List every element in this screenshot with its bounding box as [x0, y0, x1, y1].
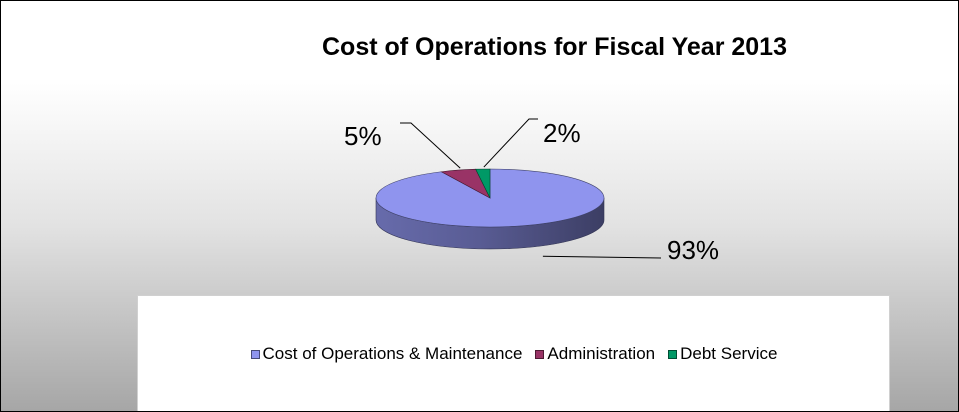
leader-line-maintenance [542, 255, 662, 259]
pie-slices [375, 168, 605, 250]
leader-lines [400, 118, 662, 259]
legend-entry-administration: Administration [535, 344, 655, 364]
legend-swatch-debt-service [668, 349, 678, 359]
leader-line-debt-service [483, 118, 538, 168]
data-label-administration: 5% [344, 121, 382, 151]
legend-label-maintenance: Cost of Operations & Maintenance [262, 344, 523, 363]
legend-label-administration: Administration [547, 344, 656, 363]
legend-entry-debt-service: Debt Service [668, 344, 777, 364]
pie-slice-debt-service [475, 168, 491, 199]
legend-swatch-maintenance [250, 349, 260, 359]
leader-line-administration [400, 122, 461, 169]
legend: Cost of Operations & Maintenance Adminis… [137, 295, 890, 411]
legend-label-debt-service: Debt Service [680, 344, 778, 363]
legend-swatch-administration [535, 349, 545, 359]
data-label-debt-service: 2% [543, 118, 581, 148]
data-label-maintenance: 93% [667, 235, 719, 265]
legend-entry-maintenance: Cost of Operations & Maintenance [250, 344, 523, 364]
data-labels: 93% 5% 2% [344, 118, 719, 265]
chart-title: Cost of Operations for Fiscal Year 2013 [322, 33, 787, 61]
